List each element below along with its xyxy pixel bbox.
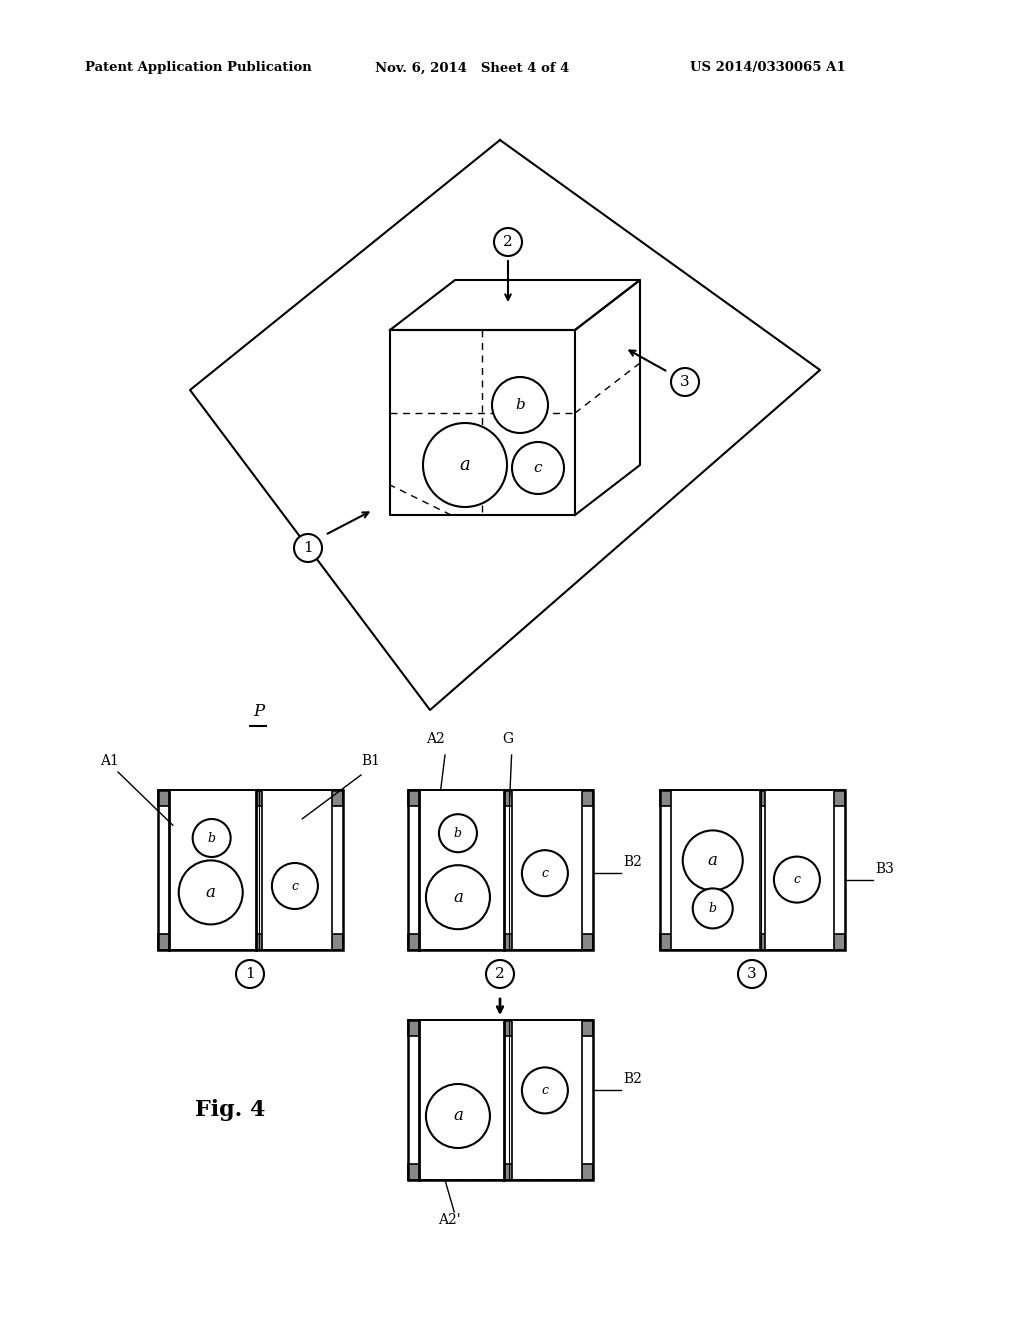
Text: c: c: [794, 873, 801, 886]
Bar: [158, 789, 343, 950]
Text: a: a: [453, 1107, 463, 1125]
Circle shape: [683, 830, 742, 891]
Text: c: c: [542, 867, 549, 879]
Text: Nov. 6, 2014   Sheet 4 of 4: Nov. 6, 2014 Sheet 4 of 4: [375, 62, 569, 74]
Text: 1: 1: [303, 541, 313, 554]
Circle shape: [522, 850, 568, 896]
Bar: [158, 789, 343, 807]
Bar: [169, 791, 256, 949]
Circle shape: [671, 368, 699, 396]
Circle shape: [423, 422, 507, 507]
Text: B2: B2: [623, 1072, 642, 1086]
Text: US 2014/0330065 A1: US 2014/0330065 A1: [690, 62, 846, 74]
Text: a: a: [206, 884, 216, 900]
Bar: [671, 791, 760, 949]
Text: b: b: [208, 832, 216, 845]
Bar: [408, 1164, 593, 1180]
Bar: [660, 807, 845, 935]
Bar: [408, 789, 593, 950]
Text: 3: 3: [748, 968, 757, 981]
Bar: [408, 1020, 593, 1036]
Text: 2: 2: [496, 968, 505, 981]
Circle shape: [179, 861, 243, 924]
Text: 2: 2: [503, 235, 513, 249]
Circle shape: [512, 442, 564, 494]
Circle shape: [236, 960, 264, 987]
Circle shape: [492, 378, 548, 433]
Text: 1: 1: [245, 968, 255, 981]
Bar: [419, 1020, 504, 1179]
Bar: [660, 789, 845, 950]
Text: a: a: [708, 851, 718, 869]
Text: P: P: [253, 704, 264, 719]
Text: A2: A2: [427, 733, 445, 746]
Text: b: b: [709, 902, 717, 915]
Bar: [660, 935, 845, 950]
Text: b: b: [515, 399, 525, 412]
Bar: [766, 791, 834, 949]
Circle shape: [439, 814, 477, 853]
Bar: [158, 807, 343, 935]
Circle shape: [294, 535, 322, 562]
Text: B2: B2: [623, 855, 642, 869]
Text: B3: B3: [874, 862, 894, 875]
Bar: [408, 789, 593, 807]
Circle shape: [426, 1084, 489, 1148]
Text: A1: A1: [100, 754, 119, 768]
Text: A2': A2': [437, 1213, 460, 1228]
Bar: [512, 791, 582, 949]
Bar: [261, 791, 332, 949]
Circle shape: [486, 960, 514, 987]
Circle shape: [774, 857, 820, 903]
Text: c: c: [292, 879, 298, 892]
Circle shape: [426, 865, 489, 929]
Text: Patent Application Publication: Patent Application Publication: [85, 62, 311, 74]
Circle shape: [738, 960, 766, 987]
Circle shape: [193, 818, 230, 857]
Text: b: b: [454, 826, 462, 840]
Bar: [158, 935, 343, 950]
Bar: [408, 935, 593, 950]
Text: a: a: [460, 455, 470, 474]
Bar: [512, 1020, 582, 1179]
Text: G: G: [503, 733, 513, 746]
Circle shape: [692, 888, 733, 928]
Text: B1: B1: [361, 754, 380, 768]
Bar: [408, 1020, 593, 1180]
Bar: [660, 789, 845, 807]
Text: Fig. 4: Fig. 4: [195, 1100, 265, 1121]
Text: a: a: [453, 888, 463, 906]
Text: c: c: [534, 461, 543, 475]
Circle shape: [272, 863, 317, 909]
Bar: [419, 791, 504, 949]
Circle shape: [522, 1068, 568, 1113]
Bar: [408, 1036, 593, 1164]
Circle shape: [494, 228, 522, 256]
Text: 3: 3: [680, 375, 690, 389]
Bar: [408, 807, 593, 935]
Text: c: c: [542, 1084, 549, 1097]
